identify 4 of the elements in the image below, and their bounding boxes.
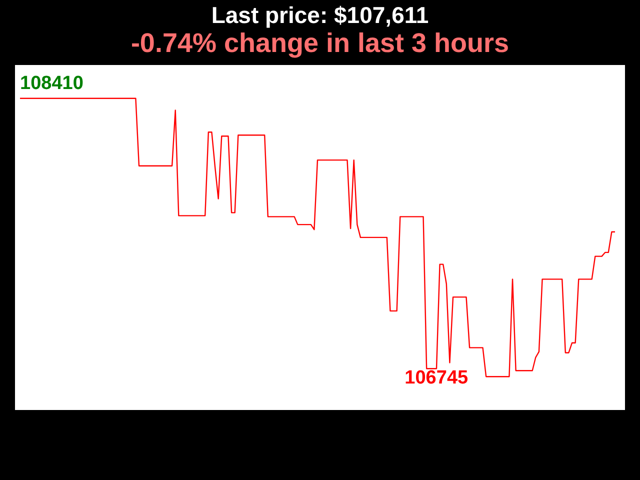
data-label: 108410	[20, 73, 84, 94]
chart-subtitle: -0.74% change in last 3 hours	[130, 28, 510, 58]
chart-title: Last price: $107,611	[210, 2, 430, 28]
data-label: 106745	[404, 367, 469, 388]
